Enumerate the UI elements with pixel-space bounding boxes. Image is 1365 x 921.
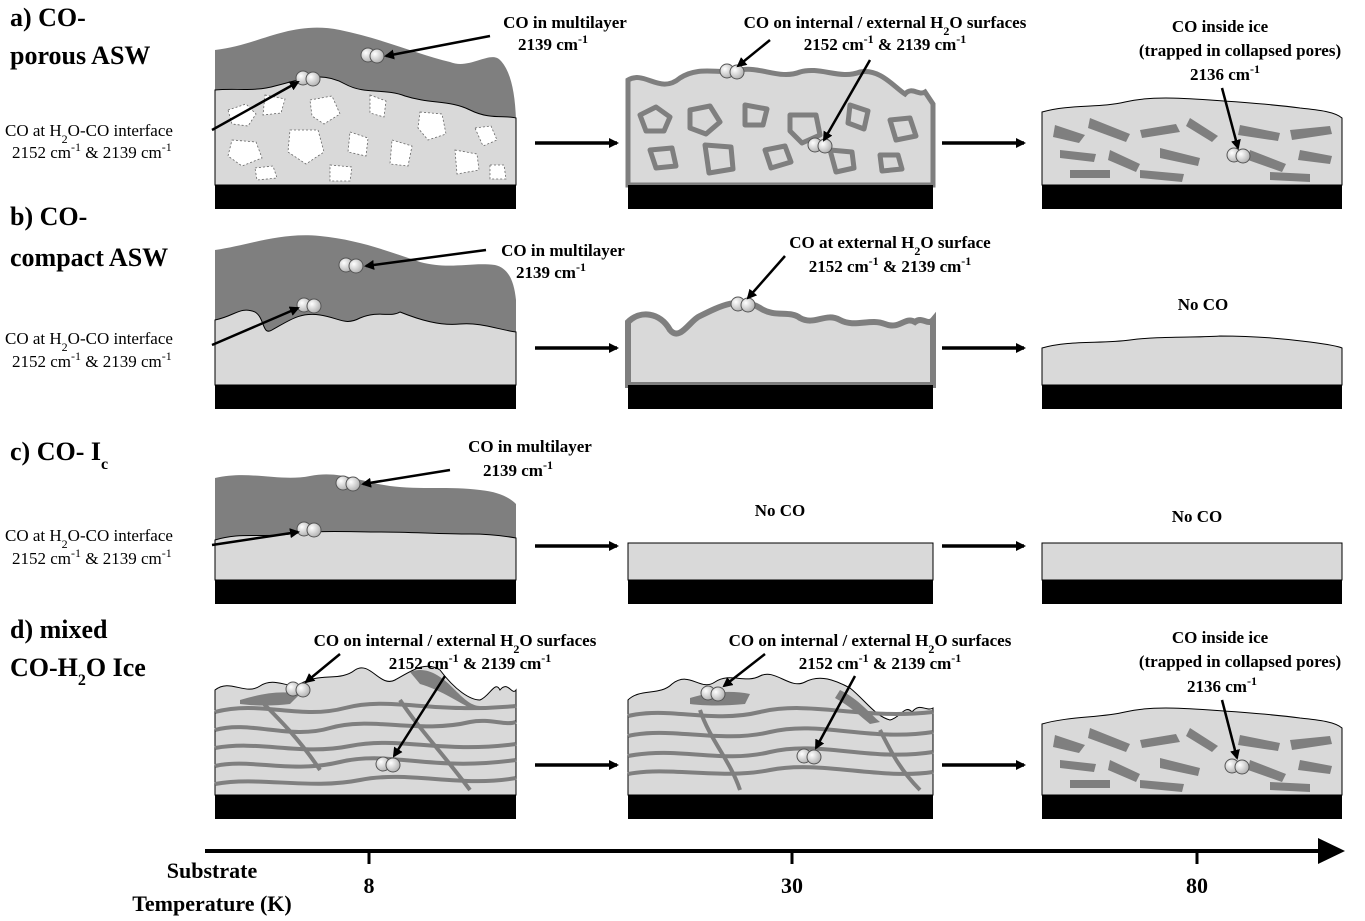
panel-a-80k [1041, 97, 1343, 209]
panel-d-30k [627, 673, 934, 819]
axis-tick-label-30: 30 [781, 873, 803, 898]
label-interface-freq: 2152 cm-1 & 2139 cm-1 [12, 140, 172, 162]
label-interface: CO at H2O-CO interface [5, 526, 173, 551]
label-interface-freq: 2152 cm-1 & 2139 cm-1 [12, 546, 172, 568]
panel-c-80k [1041, 542, 1343, 604]
label-interface: CO at H2O-CO interface [5, 121, 173, 146]
label-inside-ice: CO inside ice [1172, 628, 1269, 647]
co-molecule [807, 137, 833, 154]
label-inside-freq: 2136 cm-1 [1187, 674, 1257, 696]
label-external-surface: CO at external H2O surface [789, 233, 991, 258]
label-surfaces: CO on internal / external H2O surfaces [314, 631, 597, 656]
label-surfaces-freq: 2152 cm-1 & 2139 cm-1 [804, 32, 967, 54]
label-surfaces-freq: 2152 cm-1 & 2139 cm-1 [389, 651, 552, 673]
label-surfaces: CO on internal / external H2O surfaces [729, 631, 1012, 656]
label-multilayer-freq: 2139 cm-1 [516, 260, 586, 282]
label-no-co: No CO [755, 501, 806, 520]
panel-d-8k [214, 665, 517, 819]
annotation-arrow [736, 39, 771, 68]
annotation-arrow [814, 675, 857, 750]
label-multilayer: CO in multilayer [468, 437, 592, 456]
annotation-arrow [822, 59, 872, 142]
label-interface-freq: 2152 cm-1 & 2139 cm-1 [12, 349, 172, 371]
label-surfaces: CO on internal / external H2O surfaces [744, 13, 1027, 38]
annotation-arrow [304, 653, 341, 684]
row-c: c) CO- Ic CO in multilayer 2139 cm-1 CO … [5, 437, 1343, 604]
co-molecule [375, 756, 401, 773]
temperature-axis: 8 30 80 Substrate Temperature (K) [132, 838, 1345, 916]
annotation-arrow [211, 528, 300, 547]
annotation-arrow [1220, 699, 1240, 760]
co-molecule [1226, 147, 1251, 164]
co-molecule [285, 681, 311, 698]
row-d: d) mixed CO-H2O Ice [10, 615, 1343, 819]
co-molecule [296, 297, 322, 314]
co-molecule [295, 70, 321, 87]
row-d-label-line1: d) mixed [10, 615, 108, 644]
label-multilayer: CO in multilayer [501, 241, 625, 260]
axis-tick-label-8: 8 [364, 873, 375, 898]
row-a-label-line2: porous ASW [10, 41, 150, 70]
label-inside-freq: 2136 cm-1 [1190, 62, 1260, 84]
label-no-co: No CO [1178, 295, 1229, 314]
label-multilayer: CO in multilayer [503, 13, 627, 32]
panel-b-30k [625, 299, 936, 409]
axis-arrowhead [1318, 838, 1345, 864]
annotation-arrow [211, 306, 300, 347]
axis-title-line1: Substrate [167, 858, 258, 883]
label-interface: CO at H2O-CO interface [5, 329, 173, 354]
annotation-arrow [364, 248, 487, 270]
label-external-surface-freq: 2152 cm-1 & 2139 cm-1 [809, 254, 972, 276]
row-a: a) CO- porous ASW [5, 3, 1343, 209]
row-d-label-line2: CO-H2O Ice [10, 653, 146, 689]
co-molecule [335, 475, 361, 492]
co-molecule [719, 63, 745, 80]
label-multilayer-freq: 2139 cm-1 [518, 32, 588, 54]
annotation-arrow [746, 255, 786, 300]
row-b: b) CO- compact ASW CO in multilayer 2139… [5, 202, 1343, 409]
annotation-arrow [722, 653, 766, 688]
label-collapsed-pores: (trapped in collapsed pores) [1139, 41, 1341, 60]
annotation-arrow [361, 468, 451, 488]
panel-a-8k [214, 27, 517, 209]
annotation-arrow [211, 80, 300, 132]
panel-a-30k [625, 66, 936, 209]
co-molecule [360, 47, 385, 64]
panel-b-8k [214, 235, 517, 409]
panel-c-30k [627, 542, 934, 604]
panel-b-80k [1041, 335, 1343, 409]
label-collapsed-pores: (trapped in collapsed pores) [1139, 652, 1341, 671]
axis-title-line2: Temperature (K) [132, 891, 291, 916]
panel-c-8k [214, 474, 517, 604]
co-molecule [338, 257, 364, 274]
row-b-label-line2: compact ASW [10, 243, 168, 272]
annotation-arrow [392, 675, 447, 758]
row-a-label-line1: a) CO- [10, 3, 86, 32]
axis-tick-label-80: 80 [1186, 873, 1208, 898]
label-no-co: No CO [1172, 507, 1223, 526]
label-multilayer-freq: 2139 cm-1 [483, 458, 553, 480]
panel-d-80k [1041, 707, 1343, 819]
co-molecule [700, 685, 726, 702]
annotation-arrow [384, 34, 491, 60]
co-molecule [296, 521, 322, 538]
label-surfaces-freq: 2152 cm-1 & 2139 cm-1 [799, 651, 962, 673]
annotation-arrow [1220, 87, 1241, 150]
label-inside-ice: CO inside ice [1172, 17, 1269, 36]
co-molecule [730, 296, 756, 313]
co-molecule [1224, 758, 1250, 775]
row-c-label: c) CO- Ic [10, 437, 108, 473]
co-molecule [796, 748, 822, 765]
row-b-label-line1: b) CO- [10, 202, 87, 231]
